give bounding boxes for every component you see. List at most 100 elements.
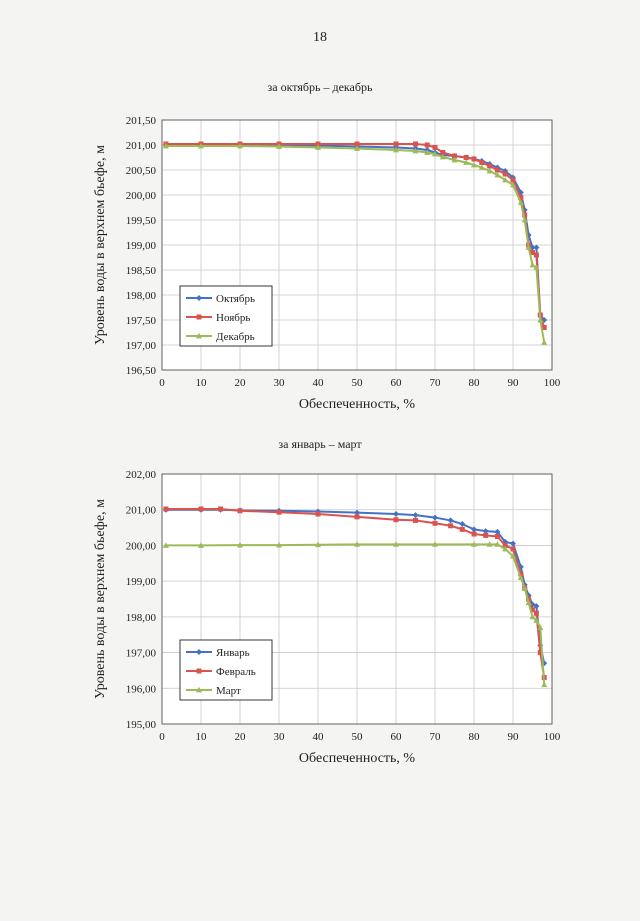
data-point-декабрь [354,145,360,151]
data-point-декабрь [517,199,524,205]
data-point-март [525,599,532,605]
data-point-ноябрь [440,150,446,155]
data-point-февраль [502,542,508,548]
chart-2: 195,00 196,00 197,00 198,00 199,00 200,00 201,… [93,469,561,766]
data-point-март [354,541,360,547]
data-point-январь [432,514,438,521]
legend-marker-октябрь [196,295,202,301]
data-point-февраль [218,506,223,512]
y-tick-label: 196,00 [126,683,157,695]
data-point-январь [354,509,360,516]
data-point-март [517,574,524,580]
legend: Октябрь Ноябрь Декабрь [179,285,273,347]
data-point-февраль [276,509,282,515]
y-tick-label: 200,50 [126,165,157,177]
data-point-февраль [448,523,454,529]
data-point-ноябрь [354,141,360,147]
data-point-декабрь [525,244,532,250]
legend-entry-март: Март [216,685,241,697]
data-point-февраль [533,610,539,616]
data-point-март [276,541,282,548]
data-point-февраль [432,520,438,526]
data-point-февраль [413,517,418,523]
data-point-март [393,541,399,547]
data-point-декабрь [432,150,438,157]
x-tick-label: 20 [235,731,247,743]
x-tick-label: 80 [469,731,481,743]
data-point-февраль [471,531,477,537]
data-point-март [510,552,516,559]
data-point-декабрь [276,143,282,149]
data-point-декабрь [237,142,243,149]
data-point-ноябрь [471,156,477,162]
y-tick-label: 199,00 [126,240,157,252]
data-point-декабрь [537,316,544,323]
data-point-март [432,541,438,547]
y-tick-label: 201,50 [126,115,157,127]
data-point-ноябрь [315,141,321,147]
y-tick-label: 197,50 [126,315,157,327]
data-point-ноябрь [522,212,528,218]
x-tick-label: 100 [544,731,561,743]
data-point-март [315,541,321,548]
chart-1: 196,50 197,00 197,50 198,00 198,50 199,00 199,… [93,115,561,412]
data-point-ноябрь [510,177,516,183]
data-point-январь [510,540,516,547]
data-point-март [541,681,548,688]
data-point-февраль [518,571,524,577]
x-tick-label: 100 [544,377,561,389]
data-point-февраль [494,534,500,539]
y-tick-label: 196,50 [126,365,157,377]
series-декабрь [162,142,548,345]
y-tick-label: 195,00 [126,719,157,731]
data-point-ноябрь [393,141,399,147]
data-point-декабрь [439,153,446,160]
data-point-декабрь [162,142,169,149]
legend-marker-март [196,686,202,693]
data-point-декабрь [494,171,501,178]
data-point-декабрь [478,164,485,170]
data-point-ноябрь [533,252,539,258]
y-tick-label: 197,00 [126,648,157,660]
y-tick-label: 200,00 [126,190,157,202]
data-point-январь [447,517,454,524]
data-point-январь [393,511,399,517]
data-point-март [494,541,501,547]
data-point-ноябрь [502,171,508,177]
data-point-март [521,585,528,591]
x-tick-label: 0 [159,731,165,743]
data-point-декабрь [471,161,477,168]
x-tick-label: 70 [430,377,442,389]
data-point-ноябрь [432,145,438,150]
x-tick-label: 60 [391,731,403,743]
y-tick-label: 198,50 [126,265,157,277]
data-point-ноябрь [424,142,430,148]
data-point-февраль [459,526,465,532]
x-tick-label: 40 [313,731,325,743]
y-tick-label: 197,00 [126,340,157,352]
x-tick-label: 70 [430,731,442,743]
x-axis-label: Обеспеченность, % [299,397,415,412]
data-point-февраль [163,506,169,512]
x-tick-label: 0 [159,377,165,389]
data-point-декабрь [463,159,470,165]
data-point-март [537,624,544,630]
x-tick-label: 60 [391,377,403,389]
data-point-ноябрь [518,195,524,200]
page-number: 18 [313,30,327,45]
data-point-декабрь [486,167,493,174]
data-point-ноябрь [479,160,485,165]
data-point-декабрь [412,147,419,154]
x-tick-label: 50 [352,731,364,743]
x-tick-label: 10 [196,377,208,389]
legend-marker-декабрь [196,332,202,339]
y-tick-label: 202,00 [126,469,157,481]
x-axis-label: Обеспеченность, % [299,751,415,766]
data-point-ноябрь [463,155,469,160]
x-tick-label: 80 [469,377,481,389]
legend-entry-ноябрь: Ноябрь [216,312,250,324]
data-point-январь [471,526,477,533]
y-tick-label: 201,00 [126,140,157,152]
y-tick-label: 200,00 [126,540,157,552]
data-point-январь [494,528,501,535]
